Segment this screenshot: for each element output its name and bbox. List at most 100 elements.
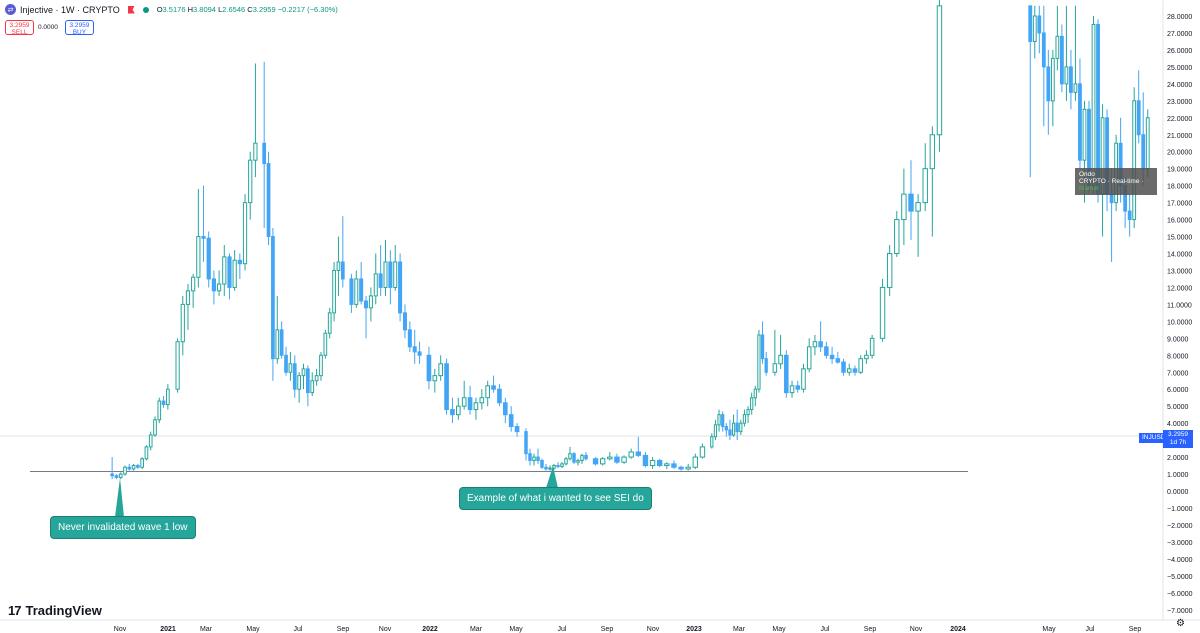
candle-body <box>306 368 310 394</box>
candle-body <box>314 375 319 382</box>
candle-body <box>936 5 943 136</box>
x-tick-label: May <box>246 626 260 633</box>
candle-body <box>717 414 721 426</box>
candle-body <box>757 334 761 390</box>
tradingview-logo[interactable]: 17 TradingView <box>8 603 102 618</box>
y-tick-label: 1.0000 <box>1167 472 1189 479</box>
y-tick-label: 5.0000 <box>1167 404 1189 411</box>
callout-pointer-left <box>115 478 124 517</box>
candle-body <box>211 278 217 292</box>
flag-icon[interactable] <box>127 5 135 14</box>
candle-body <box>841 361 846 373</box>
candle-body <box>592 458 599 465</box>
x-tick-label: Mar <box>200 626 213 633</box>
candle-body <box>279 329 284 356</box>
x-tick-label: 2021 <box>160 626 176 633</box>
candle-body <box>336 261 341 271</box>
y-tick-label: 22.0000 <box>1167 116 1192 123</box>
candle-body <box>444 363 449 411</box>
x-tick-label: 2023 <box>686 626 702 633</box>
candle-body <box>739 422 743 433</box>
candle-body <box>288 363 293 373</box>
x-tick-label: Sep <box>601 626 614 633</box>
candle-body <box>479 397 485 404</box>
candle-body <box>778 354 783 365</box>
callout-sei-example[interactable]: Example of what i wanted to see SEI do <box>459 487 652 510</box>
candle-body <box>196 236 201 278</box>
candle-body <box>354 278 359 305</box>
candle-body <box>455 405 461 416</box>
callout-wave-low[interactable]: Never invalidated wave 1 low <box>50 516 196 539</box>
symbol-price-label: INJUSD <box>1139 433 1169 443</box>
candle-body <box>572 453 576 463</box>
candle-body <box>671 463 677 468</box>
candle-body <box>678 466 684 470</box>
candle-body <box>852 368 858 373</box>
settings-gear-icon[interactable]: ⚙ <box>1176 618 1185 629</box>
candle-body <box>784 354 789 394</box>
y-tick-label: 6.0000 <box>1167 387 1189 394</box>
chart-header: ⇄ Injective · 1W · CRYPTO O3.5176 H3.809… <box>5 4 338 15</box>
candle-body <box>332 269 336 314</box>
candle-body <box>216 283 222 292</box>
x-tick-label: Nov <box>114 626 127 633</box>
candle-body <box>858 358 863 373</box>
candle-body <box>614 456 620 463</box>
x-tick-label: May <box>1042 626 1056 633</box>
candle-body <box>292 363 297 390</box>
y-tick-label: 27.0000 <box>1167 31 1192 38</box>
x-tick-label: 2024 <box>950 626 966 633</box>
y-tick-label: 8.0000 <box>1167 353 1189 360</box>
candle-body <box>789 385 795 394</box>
candle-body <box>801 368 806 390</box>
candle-body <box>635 451 642 456</box>
x-tick-label: Nov <box>647 626 660 633</box>
candle-body <box>1037 15 1042 34</box>
candle-body <box>724 426 728 431</box>
candle-body <box>580 454 584 461</box>
injective-logo-icon[interactable]: ⇄ <box>5 4 16 15</box>
candle-body <box>835 358 841 363</box>
candle-body <box>1136 100 1141 136</box>
y-tick-label: 0.0000 <box>1167 489 1189 496</box>
candle-body <box>140 458 144 468</box>
candle-body <box>450 409 455 416</box>
candle-body <box>127 466 132 470</box>
candle-body <box>750 397 754 411</box>
y-tick-label: 17.0000 <box>1167 201 1192 208</box>
candle-body <box>432 375 438 382</box>
x-tick-label: Mar <box>733 626 746 633</box>
candle-body <box>532 456 536 461</box>
candle-body <box>373 273 378 297</box>
candle-body <box>772 363 778 373</box>
x-tick-label: Sep <box>1129 626 1142 633</box>
candle-body <box>1091 23 1096 187</box>
candle-body <box>607 456 613 460</box>
candle-body <box>368 295 373 309</box>
candle-body <box>556 465 560 468</box>
x-tick-label: Jul <box>1086 626 1095 633</box>
candle-body <box>266 163 271 238</box>
candle-body <box>417 351 422 356</box>
candle-body <box>812 341 818 348</box>
candle-body <box>502 402 508 416</box>
candle-body <box>1145 117 1150 170</box>
candle-body <box>1069 66 1073 93</box>
candle-body <box>528 453 532 461</box>
symbol-title[interactable]: Injective · 1W · CRYPTO <box>20 4 120 15</box>
candle-body <box>349 278 354 305</box>
candle-body <box>721 414 725 428</box>
candle-body <box>576 459 580 463</box>
candle-body <box>438 363 444 377</box>
candle-body <box>753 388 757 399</box>
trade-panel: 3.2959 SELL 0.0000 3.2959 BUY <box>5 20 94 36</box>
candle-body <box>242 202 248 265</box>
sell-button[interactable]: 3.2959 SELL <box>5 20 34 36</box>
candle-body <box>548 467 552 470</box>
candle-body <box>364 300 369 309</box>
candle-body <box>310 380 315 394</box>
buy-button[interactable]: 3.2959 BUY <box>64 20 94 36</box>
candle-body <box>735 422 739 433</box>
candle-body <box>148 434 153 448</box>
